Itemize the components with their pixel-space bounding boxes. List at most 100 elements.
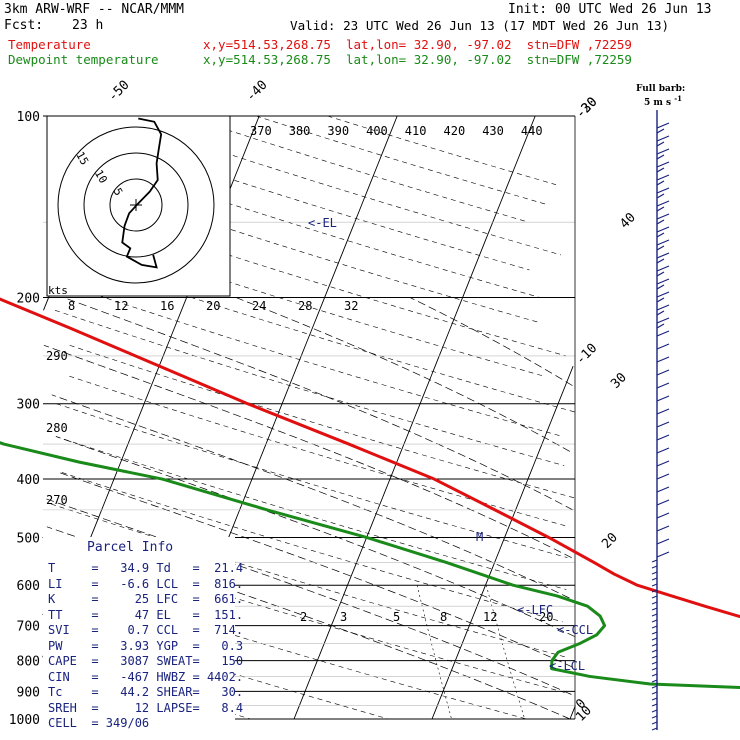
theta-tick-label: 370 — [250, 124, 272, 138]
dry-adiabat-line — [45, 576, 527, 720]
wind-barb — [651, 601, 658, 605]
wind-barb — [656, 304, 670, 311]
theta-tick-label: 270 — [46, 493, 68, 507]
wind-barb — [656, 551, 670, 558]
valid-time: Valid: 23 UTC Wed 26 Jun 13 (17 MDT Wed … — [290, 18, 670, 33]
wind-barb-half — [656, 284, 665, 290]
wind-barbs — [651, 110, 670, 731]
wind-barb-half — [656, 141, 665, 147]
wind-barb — [651, 697, 658, 701]
wind-barb — [651, 721, 658, 725]
dewpoint-line — [0, 441, 740, 689]
wind-barb — [656, 161, 670, 168]
wind-barb — [656, 200, 670, 207]
wind-barb-half — [656, 219, 665, 225]
lfc-marker: <-LFC — [517, 603, 553, 617]
dry-adiabat-line — [107, 163, 540, 298]
wind-barb — [651, 649, 658, 653]
pressure-tick-label: 700 — [17, 620, 40, 635]
mixing-ratio-label: 20 — [539, 610, 553, 624]
pressure-tick-label: 400 — [17, 473, 40, 488]
mixing-ratio-label: 2 — [300, 610, 307, 624]
theta-tick-label: 380 — [289, 124, 311, 138]
mixing-ratio-label: 5 — [393, 610, 400, 624]
pressure-tick-label: 1000 — [9, 713, 40, 728]
pressure-tick-label: 300 — [17, 398, 40, 413]
wind-barb — [651, 607, 658, 611]
dry-adiabat-line — [62, 254, 576, 413]
wind-barb — [656, 408, 670, 415]
temperature-tick-label: 30 — [608, 370, 630, 392]
lcl-marker: <-LCL — [549, 659, 585, 673]
wind-barb — [651, 691, 658, 695]
dry-adiabat-line — [69, 375, 570, 528]
hodograph-ring — [83, 152, 189, 258]
temperature-tick-label: -20 — [573, 95, 600, 122]
legend-dewpoint-info: x,y=514.53,268.75 lat,lon= 32.90, -97.02… — [203, 52, 632, 67]
moist-adiabat-line — [43, 344, 572, 558]
wind-barb — [651, 679, 658, 683]
mixing-ratio-lines — [416, 585, 525, 720]
wind-barb-half — [656, 167, 665, 173]
mixing-ratio-label: 8 — [68, 299, 75, 313]
wind-barb — [656, 174, 670, 181]
wind-barb — [651, 571, 658, 575]
wind-barb — [656, 343, 670, 350]
wind-barb-half — [656, 206, 665, 212]
barb-key-unit-exponent: -1 — [674, 94, 683, 103]
temperature-tick-label: -50 — [105, 78, 132, 105]
barb-key-unit: 5 m s — [644, 98, 672, 108]
wind-barb — [656, 213, 670, 220]
parcel-info-row: K = 25 LFC = 661. — [48, 592, 244, 606]
hodograph-ring-label: 10 — [92, 168, 110, 186]
wind-barb — [651, 619, 658, 623]
wind-barb — [656, 148, 670, 155]
wind-barb — [656, 330, 670, 337]
mixing-ratio-label: 32 — [344, 299, 358, 313]
wind-barb — [656, 460, 670, 467]
wind-barb — [656, 538, 670, 545]
legend-dewpoint: Dewpoint temperature — [8, 52, 159, 67]
wind-barb — [651, 661, 658, 665]
dry-adiabat-line — [69, 344, 575, 499]
wind-barb — [656, 447, 670, 454]
wind-barb — [656, 499, 670, 506]
wind-barb — [651, 667, 658, 671]
mixing-ratio-label: 3 — [340, 610, 347, 624]
wind-barb — [656, 395, 670, 402]
forecast-hour: 23 h — [72, 18, 104, 33]
moist-adiabat-line — [409, 297, 573, 386]
wind-barb — [651, 643, 658, 647]
hodograph-trace — [121, 117, 163, 269]
wind-barb — [656, 135, 670, 142]
mixing-ratio-label: 8 — [440, 610, 447, 624]
wind-barb — [656, 421, 670, 428]
wind-barb — [651, 709, 658, 713]
pressure-tick-label: 200 — [17, 292, 40, 307]
wind-barb — [651, 715, 658, 719]
theta-tick-label: 390 — [327, 124, 349, 138]
parcel-info-row: LI = -6.6 LCL = 816. — [48, 576, 244, 591]
pressure-tick-label: 600 — [17, 579, 40, 594]
barb-key-line1: Full barb: — [636, 84, 686, 94]
parcel-info-panel — [43, 537, 235, 731]
hodograph-ring-label: 15 — [73, 149, 91, 167]
mixing-ratio-label: 16 — [160, 299, 174, 313]
theta-tick-label: 420 — [444, 124, 466, 138]
theta-tick-label: 400 — [366, 124, 388, 138]
overlay-panels — [43, 115, 235, 731]
wind-barb — [656, 265, 670, 272]
parcel-info-row: Tc = 44.2 SHEAR= 30. — [48, 685, 244, 699]
wind-barb-half — [656, 154, 665, 160]
moist-adiabat-line — [55, 436, 575, 637]
wind-barb — [656, 473, 670, 480]
parcel-info-row: CIN = -467 HWBZ = 4402. — [48, 669, 244, 684]
theta-tick-label: 290 — [46, 349, 68, 363]
model-title: 3km ARW-WRF -- NCAR/MMM — [4, 2, 185, 17]
wind-barb-half — [656, 180, 665, 186]
parcel-info-row: SREH = 12 LAPSE= 8.4 — [48, 700, 244, 715]
wind-barb — [656, 122, 670, 129]
el-marker: <-EL — [308, 216, 337, 230]
m-marker: M — [476, 530, 483, 544]
